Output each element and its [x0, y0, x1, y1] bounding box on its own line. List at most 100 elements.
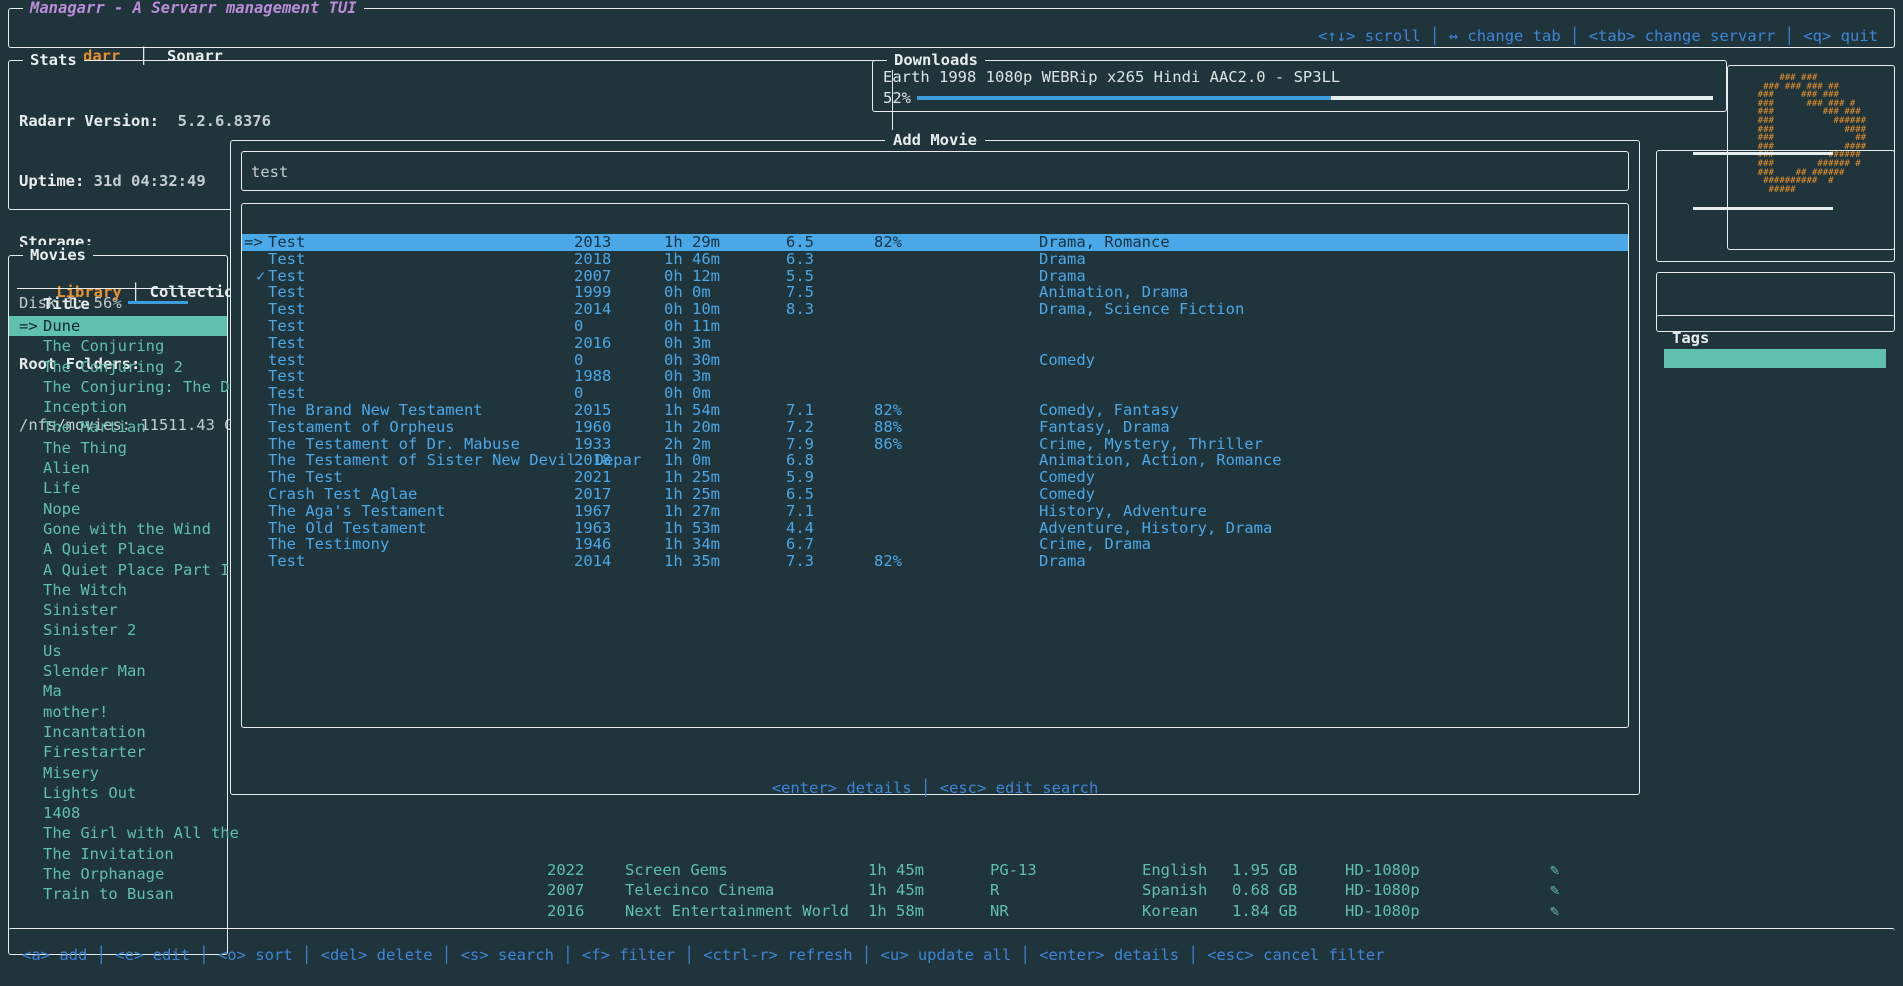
sidebar-movie-title: Life	[43, 479, 81, 498]
search-result-row[interactable]: Test 2014 0h 10m 8.3 Drama, Science Fiction	[242, 301, 1628, 318]
tab-collections[interactable]: Collections	[149, 283, 253, 302]
cell-year: 0	[574, 350, 584, 369]
tag-chip[interactable]	[1664, 349, 1886, 368]
cell-certification: R	[990, 881, 1000, 900]
search-result-row[interactable]: The Testimony 1946 1h 34m 6.7 Crime, Drama	[242, 536, 1628, 553]
sidebar-movie-item[interactable]: Inception	[9, 397, 227, 417]
cell-title: Test	[268, 384, 306, 403]
search-result-row[interactable]: ✓ Test 2007 0h 12m 5.5 Drama	[242, 266, 1628, 285]
footer-key-hints: <a> add │ <e> edit │ <o> sort │ <del> de…	[22, 946, 1385, 964]
sidebar-movie-item[interactable]: Nope	[9, 499, 227, 519]
downloads-title: Downloads	[887, 50, 985, 71]
sidebar-movie-item[interactable]: The Orphanage	[9, 864, 227, 884]
tab-separator: │	[139, 47, 149, 66]
search-result-row[interactable]: The Aga's Testament 1967 1h 27m 7.1 History,…	[242, 502, 1628, 520]
cell-imdb: 7.5	[786, 283, 814, 302]
pencil-icon: ✎	[1550, 881, 1560, 900]
sidebar-movie-item[interactable]: The Invitation	[9, 844, 227, 864]
download-percent-label: 52%	[883, 89, 911, 107]
search-result-row[interactable]: The Old Testament 1963 1h 53m 4.4 Adventure,…	[242, 519, 1628, 537]
sidebar-movie-item[interactable]: The Girl with All the	[9, 823, 239, 843]
cell-year: 2016	[574, 333, 612, 352]
search-result-row[interactable]: Test 0 0h 11m	[242, 318, 1628, 335]
sidebar-movie-item[interactable]: Firestarter	[9, 742, 227, 762]
sidebar-movie-title: Train to Busan	[43, 885, 174, 904]
sidebar-movie-item[interactable]: Life	[9, 478, 227, 498]
sidebar-movie-item[interactable]: Alien	[9, 458, 227, 478]
search-result-row[interactable]: => Test 2013 1h 29m 6.5 82% Drama, Romance	[242, 234, 1628, 251]
search-result-row[interactable]: Test 2018 1h 46m 6.3 Drama	[242, 250, 1628, 268]
sidebar-movie-item[interactable]: A Quiet Place Part II	[9, 560, 239, 580]
search-result-row[interactable]: Test 2016 0h 3m	[242, 333, 1628, 352]
tab-library[interactable]: Library	[56, 283, 122, 302]
cell-title: Test	[268, 367, 306, 386]
app-header: Managarr - A Servarr management TUI Rada…	[8, 0, 1895, 65]
cell-year: 1988	[574, 367, 612, 386]
table-row[interactable]: 2022 Screen Gems 1h 45m PG-13 English 1.95 GB…	[0, 860, 1903, 880]
search-result-row[interactable]: The Testament of Sister New Devil: Depar…	[242, 452, 1628, 469]
sidebar-movie-item[interactable]: The Thing	[9, 438, 227, 458]
sidebar-movie-item[interactable]: => Dune	[9, 316, 227, 337]
movies-list[interactable]: => Dune The Conjuring The Conjuring 2 The Co…	[9, 316, 239, 905]
cell-genres: Crime, Mystery, Thriller	[1039, 434, 1263, 453]
cell-runtime: 1h 35m	[664, 552, 720, 571]
sidebar-movie-item[interactable]: Sinister	[9, 600, 227, 620]
search-result-row[interactable]: Test 0 0h 0m	[242, 385, 1628, 402]
cell-quality: HD-1080p	[1345, 861, 1420, 879]
sidebar-movie-item[interactable]: Incantation	[9, 722, 227, 742]
sidebar-movie-item[interactable]: Lights Out	[9, 783, 227, 803]
cell-rotten-tomatoes: 82%	[874, 400, 902, 419]
cell-year: 1946	[574, 535, 612, 554]
cell-genres: Drama	[1039, 552, 1086, 571]
sidebar-movie-title: Firestarter	[43, 743, 146, 762]
cell-genres: Drama	[1039, 266, 1086, 285]
cell-imdb: 7.2	[786, 417, 814, 436]
cell-imdb: 6.8	[786, 451, 814, 470]
sidebar-movie-item[interactable]: A Quiet Place	[9, 539, 227, 559]
sidebar-movie-item[interactable]: Slender Man	[9, 661, 227, 681]
search-result-row[interactable]: Test 1988 0h 3m	[242, 368, 1628, 385]
cell-title: test	[268, 350, 306, 369]
sidebar-movie-item[interactable]: The Martian	[9, 417, 227, 437]
movies-divider	[17, 288, 217, 289]
sidebar-movie-item[interactable]: Gone with the Wind	[9, 519, 227, 539]
sidebar-movie-title: Dune	[43, 317, 81, 335]
search-results-table: ✓TitleYearRuntimeIMDBRotten TomatoesGenr…	[241, 203, 1629, 728]
search-result-row[interactable]: The Test 2021 1h 25m 5.9 Comedy	[242, 469, 1628, 486]
search-result-row[interactable]: The Testament of Dr. Mabuse 1933 2h 2m 7.9 8…	[242, 434, 1628, 453]
sidebar-movie-item[interactable]: Train to Busan	[9, 884, 227, 904]
cell-mark: =>	[244, 233, 263, 251]
sidebar-movie-item[interactable]: The Conjuring 2	[9, 357, 227, 377]
cell-quality: HD-1080p	[1345, 901, 1420, 920]
sidebar-movie-item[interactable]: Ma	[9, 681, 227, 701]
search-result-row[interactable]: test 0 0h 30m Comedy	[242, 350, 1628, 369]
cell-certification: PG-13	[990, 861, 1037, 879]
search-result-row[interactable]: Test 2014 1h 35m 7.3 82% Drama	[242, 553, 1628, 570]
sidebar-movie-item[interactable]: The Conjuring	[9, 336, 227, 356]
cell-year: 2021	[574, 468, 612, 487]
search-result-row[interactable]: Crash Test Aglae 2017 1h 25m 6.5 Comedy	[242, 486, 1628, 503]
sidebar-movie-item[interactable]: mother!	[9, 702, 227, 722]
sidebar-movie-title: Sinister 2	[43, 621, 137, 640]
cell-runtime: 0h 12m	[664, 266, 720, 285]
search-result-row[interactable]: Testament of Orpheus 1960 1h 20m 7.2 88% Fant…	[242, 417, 1628, 436]
results-rows[interactable]: => Test 2013 1h 29m 6.5 82% Drama, Romance Test…	[242, 234, 1628, 570]
cell-mark: ✓	[256, 266, 266, 285]
tags-label: Tags	[1672, 329, 1710, 347]
add-movie-search-input[interactable]: test	[241, 151, 1629, 191]
sidebar-movie-item[interactable]: Sinister 2	[9, 620, 227, 640]
search-result-row[interactable]: The Brand New Testament 2015 1h 54m 7.1 82% C…	[242, 402, 1628, 419]
sidebar-movie-item[interactable]: 1408	[9, 803, 227, 823]
cell-year: 2017	[574, 484, 612, 503]
sidebar-movie-item[interactable]: Misery	[9, 763, 227, 783]
table-row[interactable]: 2007 Telecinco Cinema 1h 45m R Spanish 0.68 G…	[0, 880, 1903, 900]
sidebar-movie-item[interactable]: Us	[9, 641, 227, 661]
sidebar-movie-item[interactable]: The Witch	[9, 580, 227, 600]
search-result-row[interactable]: Test 1999 0h 0m 7.5 Animation, Drama	[242, 284, 1628, 301]
cell-title: Test	[268, 552, 306, 571]
cell-runtime: 1h 25m	[664, 484, 720, 503]
table-row[interactable]: 2016 Next Entertainment World 1h 58m NR Kore…	[0, 901, 1903, 921]
cell-runtime: 0h 3m	[664, 333, 711, 352]
sidebar-movie-title: The Thing	[43, 438, 127, 457]
sidebar-movie-item[interactable]: The Conjuring: The De	[9, 377, 239, 397]
